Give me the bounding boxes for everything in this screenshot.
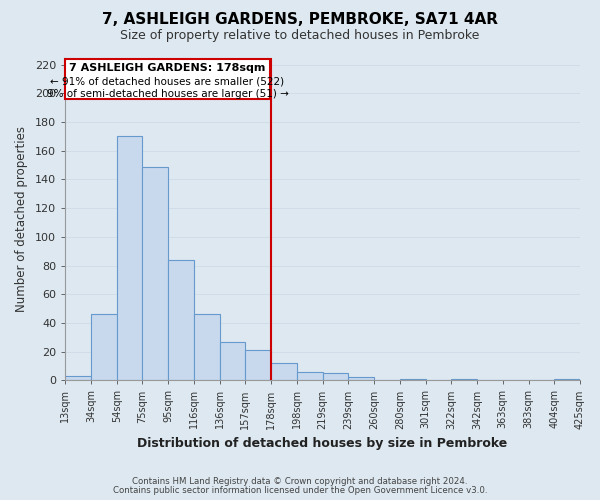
- Bar: [168, 260, 194, 380]
- Text: Contains public sector information licensed under the Open Government Licence v3: Contains public sector information licen…: [113, 486, 487, 495]
- Bar: [271, 363, 297, 380]
- Bar: [245, 350, 271, 380]
- Bar: [451, 379, 477, 380]
- Bar: [554, 379, 580, 380]
- Text: 7, ASHLEIGH GARDENS, PEMBROKE, SA71 4AR: 7, ASHLEIGH GARDENS, PEMBROKE, SA71 4AR: [102, 12, 498, 26]
- Bar: [65, 59, 270, 99]
- Bar: [323, 373, 349, 380]
- Bar: [116, 136, 142, 380]
- Bar: [142, 166, 168, 380]
- Text: Size of property relative to detached houses in Pembroke: Size of property relative to detached ho…: [121, 28, 479, 42]
- Bar: [400, 379, 425, 380]
- Bar: [65, 376, 91, 380]
- Bar: [194, 314, 220, 380]
- Text: 7 ASHLEIGH GARDENS: 178sqm: 7 ASHLEIGH GARDENS: 178sqm: [70, 63, 266, 73]
- Bar: [220, 342, 245, 380]
- X-axis label: Distribution of detached houses by size in Pembroke: Distribution of detached houses by size …: [137, 437, 508, 450]
- Text: Contains HM Land Registry data © Crown copyright and database right 2024.: Contains HM Land Registry data © Crown c…: [132, 478, 468, 486]
- Y-axis label: Number of detached properties: Number of detached properties: [15, 126, 28, 312]
- Bar: [297, 372, 323, 380]
- Bar: [349, 378, 374, 380]
- Bar: [91, 314, 116, 380]
- Text: ← 91% of detached houses are smaller (522): ← 91% of detached houses are smaller (52…: [50, 76, 284, 86]
- Text: 9% of semi-detached houses are larger (51) →: 9% of semi-detached houses are larger (5…: [47, 89, 289, 99]
